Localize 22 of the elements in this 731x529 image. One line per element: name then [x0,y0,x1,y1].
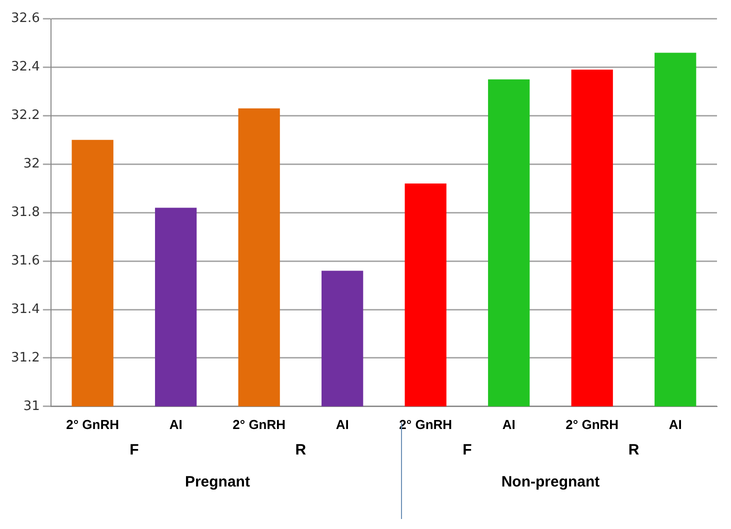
text: Non-pregnant [501,473,600,490]
x-tick-label: 2° GnRH [232,416,286,432]
y-tick-label: 32.6 [10,11,40,26]
y-tick-label: 32.2 [10,108,40,124]
x-tick-label: AI [668,416,682,432]
y-tick-label: 31 [23,398,40,414]
text: R [295,441,306,458]
x-tick-label: 2° GnRH [66,416,120,432]
y-tick-label: 32 [23,156,40,172]
x-tick-label: 2° GnRH [566,416,619,432]
x-tick-label: AI [336,416,349,432]
y-tick-label: 32.4 [10,60,40,75]
text: Pregnant [184,473,250,490]
y-tick-label: 31.2 [10,350,40,366]
y-tick-label: 31.6 [10,253,40,268]
text: R [628,441,640,458]
x-tick-label: AI [169,416,182,432]
y-tick-label: 31.4 [10,302,40,317]
x-tick-label: AI [502,416,516,432]
text: F [462,441,472,458]
y-tick-label: 31.8 [10,204,40,220]
text: F [130,441,139,458]
